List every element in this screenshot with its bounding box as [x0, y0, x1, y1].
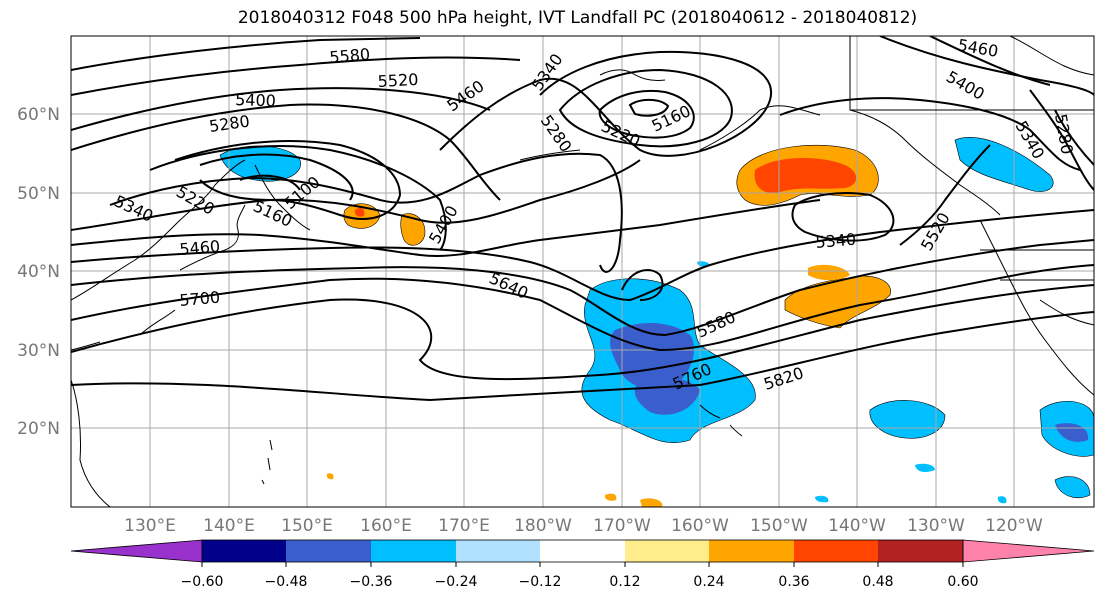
- lat-label: 60°N: [17, 105, 60, 125]
- lon-label: 170°W: [593, 516, 651, 536]
- colorbar-tick-label: −0.48: [265, 574, 308, 590]
- colorbar-tick-label: 0.24: [693, 574, 724, 590]
- colorbar-bin: [540, 540, 625, 562]
- lon-label: 140°W: [828, 516, 886, 536]
- colorbar-frame: [201, 539, 964, 563]
- contour-label: 5700: [179, 288, 221, 310]
- lon-label: 170°E: [438, 516, 490, 536]
- lon-label: 180°W: [514, 516, 572, 536]
- contour-label: 5520: [377, 70, 419, 91]
- lon-label: 140°E: [203, 516, 255, 536]
- colorbar-tick-label: 0.12: [609, 574, 640, 590]
- lon-label: 150°E: [281, 516, 333, 536]
- colorbar-tick-label: −0.60: [181, 574, 224, 590]
- colorbar-tick-label: −0.12: [519, 574, 562, 590]
- lon-label: 150°W: [750, 516, 808, 536]
- contour-label: 5580: [329, 45, 371, 67]
- lat-label: 40°N: [17, 262, 60, 282]
- lat-label: 30°N: [17, 341, 60, 361]
- colorbar-bin: [878, 540, 963, 562]
- ivt-negative-shading: [219, 137, 1094, 504]
- contour-label: 5400: [235, 90, 276, 110]
- contour-label: 5340: [815, 230, 857, 252]
- colorbar-extend-low: [70, 539, 203, 563]
- colorbar-tick-label: 0.36: [778, 574, 809, 590]
- colorbar-bin: [625, 540, 709, 562]
- colorbar-extend-high: [962, 539, 1095, 563]
- lat-label: 50°N: [17, 184, 60, 204]
- contour-label: 5460: [179, 237, 221, 259]
- colorbar-bin: [286, 540, 371, 562]
- ivt-positive-shading: [326, 144, 891, 507]
- lon-label: 120°W: [985, 516, 1043, 536]
- colorbar-tick-label: −0.24: [435, 574, 478, 590]
- longitude-labels: 130°E 140°E 150°E 160°E 170°E 180°W 170°…: [124, 516, 1043, 536]
- lon-label: 130°E: [124, 516, 176, 536]
- latitude-labels: 60°N 50°N 40°N 30°N 20°N: [17, 105, 60, 439]
- colorbar-bin: [202, 540, 286, 562]
- colorbar-bin: [371, 540, 456, 562]
- colorbar-bin: [456, 540, 540, 562]
- height-contours: [71, 36, 1094, 402]
- lon-label: 160°W: [671, 516, 729, 536]
- map-frame: [70, 35, 1095, 508]
- colorbar-tick-label: 0.60: [947, 574, 978, 590]
- colorbar-bin: [709, 540, 794, 562]
- map-title: 2018040312 F048 500 hPa height, IVT Land…: [237, 8, 918, 28]
- graticule: [71, 36, 1094, 507]
- colorbar: −0.60 −0.48 −0.36 −0.24 −0.12 0.12 0.24 …: [70, 539, 1095, 590]
- colorbar-bin: [794, 540, 878, 562]
- colorbar-tick-label: −0.36: [350, 574, 393, 590]
- lon-label: 160°E: [360, 516, 412, 536]
- colorbar-tick-label: 0.48: [862, 574, 893, 590]
- lat-label: 20°N: [17, 419, 60, 439]
- lon-label: 130°W: [907, 516, 965, 536]
